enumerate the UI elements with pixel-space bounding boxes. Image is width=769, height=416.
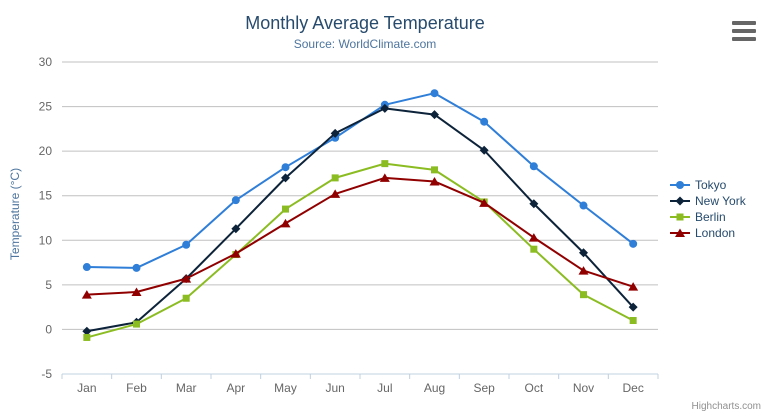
data-point-tokyo-sep[interactable] xyxy=(480,117,489,126)
hamburger-icon xyxy=(732,29,756,33)
chart-subtitle: Source: WorldClimate.com xyxy=(293,37,437,51)
data-point-berlin-oct[interactable] xyxy=(530,245,538,253)
data-point-tokyo-may[interactable] xyxy=(281,163,290,172)
y-axis-tick-label: -5 xyxy=(41,367,52,381)
chart-title: Monthly Average Temperature xyxy=(245,13,485,33)
series-line-berlin xyxy=(86,162,634,339)
legend-label: London xyxy=(695,226,736,240)
data-point-tokyo-feb[interactable] xyxy=(132,263,141,272)
data-point-new-york-apr[interactable] xyxy=(231,224,241,234)
data-point-london-mar[interactable] xyxy=(181,274,192,283)
data-point-tokyo-dec[interactable] xyxy=(629,239,638,248)
circle-legend-marker-icon xyxy=(670,181,690,189)
triangle-legend-marker-icon xyxy=(670,228,690,237)
series-line-new-york xyxy=(86,107,634,333)
x-axis-tick-label: Sep xyxy=(473,381,495,395)
y-axis-tick-label: 25 xyxy=(39,100,53,114)
data-point-new-york-aug[interactable] xyxy=(430,110,439,120)
y-axis-tick-label: 20 xyxy=(39,144,53,158)
x-axis-tick-label: May xyxy=(274,381,297,395)
x-axis-tick-label: Jul xyxy=(377,381,392,395)
data-point-berlin-jul[interactable] xyxy=(381,160,389,168)
diamond-legend-marker-icon xyxy=(670,196,690,206)
data-point-london-feb[interactable] xyxy=(131,287,142,296)
data-point-new-york-dec[interactable] xyxy=(628,302,638,312)
x-axis-tick-label: Aug xyxy=(424,381,445,395)
data-point-berlin-jan[interactable] xyxy=(83,333,91,341)
x-axis-tick-label: Oct xyxy=(524,381,543,395)
x-axis-tick-label: Dec xyxy=(622,381,643,395)
data-point-berlin-jun[interactable] xyxy=(331,174,339,182)
legend: Tokyo New York Berlin London xyxy=(670,177,746,241)
data-point-london-dec[interactable] xyxy=(628,282,639,291)
data-point-new-york-may[interactable] xyxy=(281,173,290,183)
series-line-tokyo xyxy=(86,92,634,269)
data-point-berlin-aug[interactable] xyxy=(431,166,438,174)
data-point-tokyo-oct[interactable] xyxy=(529,162,538,171)
hamburger-icon xyxy=(732,37,756,41)
data-point-berlin-dec[interactable] xyxy=(629,317,637,325)
data-point-berlin-may[interactable] xyxy=(282,205,289,213)
legend-label: Tokyo xyxy=(695,178,727,192)
y-axis-tick-label: 5 xyxy=(45,278,52,292)
data-point-new-york-oct[interactable] xyxy=(529,199,539,209)
data-point-london-may[interactable] xyxy=(280,218,291,228)
data-point-tokyo-nov[interactable] xyxy=(579,201,588,210)
y-axis-tick-label: 0 xyxy=(45,322,52,336)
legend-label: Berlin xyxy=(695,210,726,224)
y-axis-tick-label: 30 xyxy=(39,55,53,69)
square-legend-marker-icon xyxy=(670,213,690,221)
y-axis-tick-label: 10 xyxy=(39,233,53,247)
data-point-london-nov[interactable] xyxy=(578,266,589,275)
x-axis-tick-label: Jan xyxy=(77,381,96,395)
data-point-london-oct[interactable] xyxy=(528,233,539,242)
data-point-london-jun[interactable] xyxy=(330,189,341,198)
x-axis-tick-label: Apr xyxy=(226,381,245,395)
legend-item-new-york[interactable]: New York xyxy=(670,193,746,209)
legend-item-london[interactable]: London xyxy=(670,225,746,241)
data-point-london-apr[interactable] xyxy=(230,249,241,258)
data-point-new-york-nov[interactable] xyxy=(579,248,588,258)
hamburger-icon xyxy=(732,21,756,25)
data-point-tokyo-jan[interactable] xyxy=(82,263,91,272)
data-point-tokyo-apr[interactable] xyxy=(231,196,240,205)
x-axis-tick-label: Nov xyxy=(573,381,594,395)
data-point-tokyo-mar[interactable] xyxy=(182,240,191,249)
x-axis-tick-label: Mar xyxy=(176,381,197,395)
data-point-london-sep[interactable] xyxy=(479,198,490,207)
x-axis-tick-label: Jun xyxy=(325,381,344,395)
legend-label: New York xyxy=(695,194,746,208)
data-point-london-aug[interactable] xyxy=(429,176,440,186)
y-axis-tick-label: 15 xyxy=(39,189,53,203)
data-point-tokyo-aug[interactable] xyxy=(430,89,439,98)
data-point-london-jul[interactable] xyxy=(379,173,390,182)
data-point-new-york-jan[interactable] xyxy=(82,326,92,336)
data-point-new-york-sep[interactable] xyxy=(479,145,489,155)
y-axis-title: Temperature (°C) xyxy=(8,167,22,261)
legend-item-berlin[interactable]: Berlin xyxy=(670,209,746,225)
export-menu-button[interactable] xyxy=(732,21,756,41)
credits-link[interactable]: Highcharts.com xyxy=(691,401,761,412)
x-axis-tick-label: Feb xyxy=(126,381,147,395)
data-point-new-york-jul[interactable] xyxy=(380,103,390,113)
data-point-new-york-jun[interactable] xyxy=(330,128,340,138)
series-line-london xyxy=(86,176,634,296)
legend-item-tokyo[interactable]: Tokyo xyxy=(670,177,746,193)
data-point-berlin-mar[interactable] xyxy=(182,294,190,302)
data-point-berlin-nov[interactable] xyxy=(580,291,587,299)
data-point-berlin-feb[interactable] xyxy=(133,320,140,328)
data-point-london-jan[interactable] xyxy=(81,290,92,299)
